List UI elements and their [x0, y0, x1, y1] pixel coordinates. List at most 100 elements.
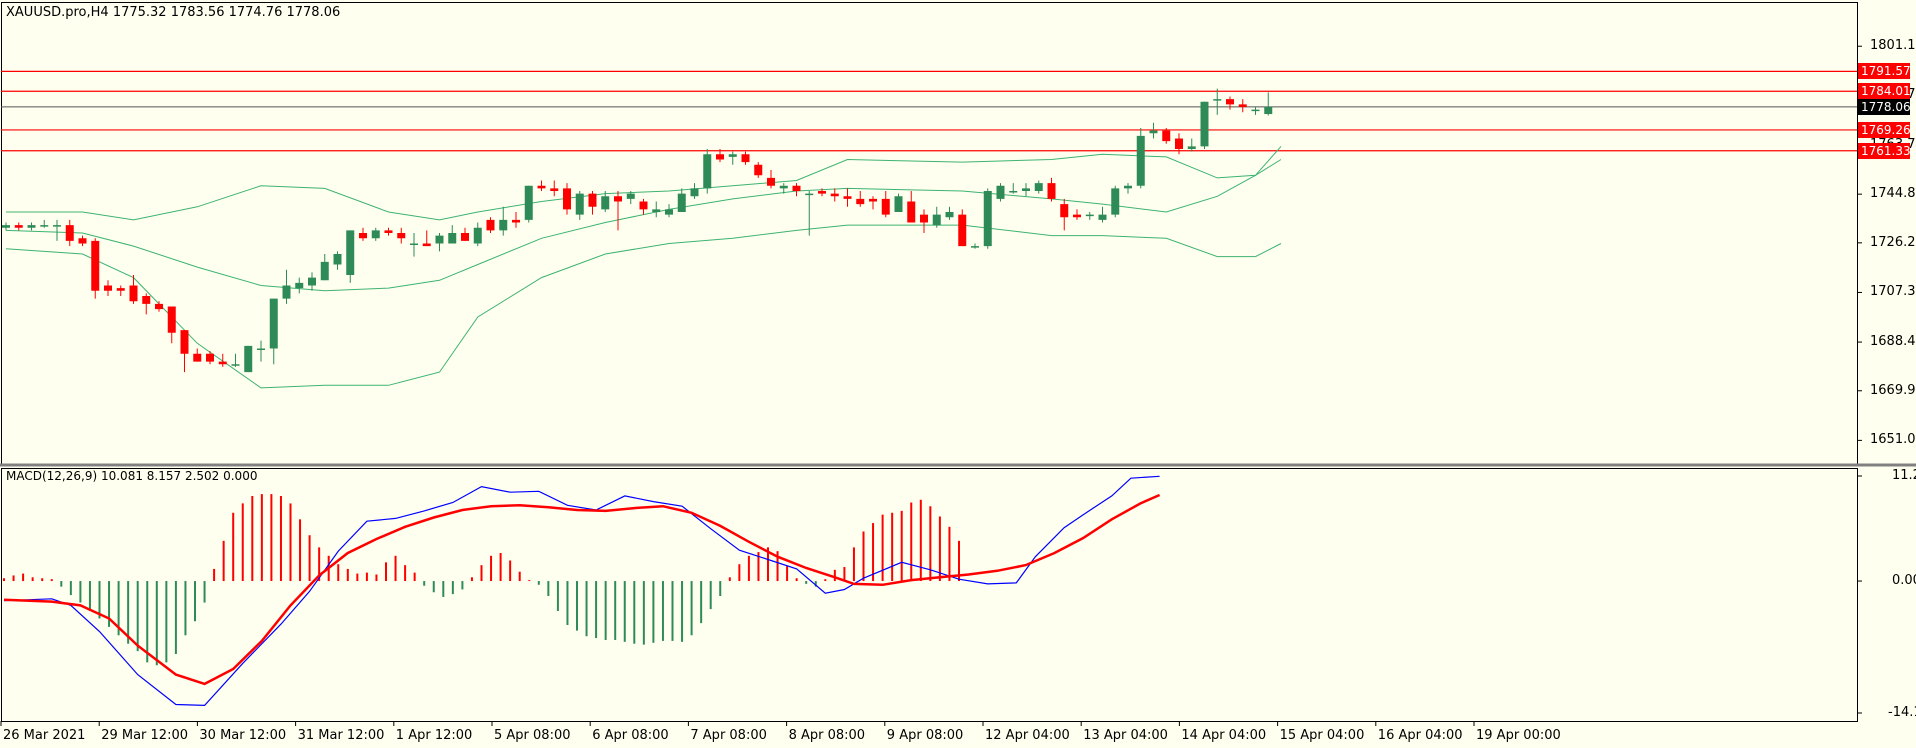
level-price-tag: 1769.26: [1858, 121, 1911, 138]
candle-bull: [1085, 214, 1094, 217]
macd-label: MACD(12,26,9): [6, 469, 98, 483]
candle-bull: [894, 196, 903, 212]
candle-bull: [448, 233, 457, 244]
candle-bull: [435, 235, 444, 244]
macd-line: [3, 475, 1160, 707]
candle-bear: [741, 154, 750, 163]
candle-bear: [588, 193, 597, 207]
candle-bull: [983, 191, 992, 247]
candle-bear: [881, 198, 890, 215]
macd-pane-frame: [1, 468, 1858, 722]
candle-bear: [818, 191, 826, 194]
x-tick-label: 1 Apr 12:00: [395, 728, 473, 743]
candle-bull: [1213, 99, 1222, 101]
candle-bear: [180, 330, 189, 354]
candle-bull: [932, 214, 941, 226]
candle-bull: [626, 193, 635, 199]
candle-bull: [53, 225, 61, 227]
level-price-tag: 1784.01: [1858, 83, 1911, 100]
candle-bear: [958, 214, 967, 247]
candle-bull: [244, 345, 253, 373]
candle-bear: [155, 303, 163, 310]
candle-bull: [1136, 135, 1145, 186]
candle-bear: [1073, 214, 1081, 218]
candle-bull: [971, 246, 979, 248]
price-y-tick-label: 1651.00: [1870, 432, 1916, 448]
bollinger-upper-band: [6, 146, 1282, 221]
candle-bull: [295, 282, 304, 289]
x-tick-label: 14 Apr 04:00: [1181, 728, 1267, 743]
candle-bear: [537, 185, 546, 189]
macd-y-tick-label: 11.233: [1892, 468, 1916, 483]
price-header: XAUUSD.pro,H4 1775.32 1783.56 1774.76 17…: [6, 5, 340, 20]
candle-bear: [167, 306, 176, 333]
candle-bull: [703, 154, 712, 189]
candle-bear: [856, 198, 865, 205]
candle-bull: [2, 225, 10, 228]
candle-bear: [550, 188, 559, 191]
macd-header: MACD(12,26,9) 10.081 8.157 2.502 0.000: [6, 469, 257, 483]
price-y-tick-label: 1707.35: [1870, 284, 1916, 300]
candle-bull: [1187, 146, 1196, 149]
candle-bull: [1264, 106, 1273, 115]
candle-bear: [206, 353, 214, 362]
candle-bull: [652, 209, 661, 212]
candle-bear: [754, 164, 763, 176]
x-tick-label: 5 Apr 08:00: [494, 728, 571, 743]
x-tick-label: 29 Mar 12:00: [101, 728, 188, 743]
x-tick-label: 15 Apr 04:00: [1279, 728, 1365, 743]
candle-bear: [830, 193, 839, 197]
candle-bull: [257, 348, 265, 350]
candle-bear: [792, 185, 801, 191]
candle-bear: [486, 219, 495, 231]
candle-bull: [1034, 183, 1043, 191]
candle-bull: [1124, 185, 1132, 189]
candle-bull: [1009, 191, 1018, 193]
candle-bear: [104, 285, 112, 291]
x-tick-label: 8 Apr 08:00: [788, 728, 866, 743]
level-price-tag: 1761.33: [1858, 142, 1911, 159]
candle-bull: [40, 225, 49, 227]
x-tick-label: 16 Apr 04:00: [1377, 728, 1463, 743]
candle-bear: [716, 154, 724, 160]
price-y-tick-label: 1801.15: [1870, 38, 1916, 54]
candle-bear: [193, 353, 202, 362]
candle-bear: [116, 288, 125, 291]
candle-bull: [27, 225, 36, 228]
candle-bear: [1226, 99, 1234, 105]
macd-values: 10.081 8.157 2.502 0.000: [100, 469, 258, 483]
price-y-tick-label: 1669.90: [1870, 382, 1916, 398]
candle-bear: [129, 285, 138, 302]
macd-y-tick-label: -14.11: [1888, 705, 1916, 720]
x-tick-label: 13 Apr 04:00: [1083, 728, 1168, 743]
candle-bear: [1175, 138, 1183, 149]
candle-bear: [91, 240, 100, 291]
candle-bull: [320, 261, 329, 281]
x-tick-label: 19 Apr 00:00: [1476, 728, 1561, 743]
candle-bear: [907, 201, 916, 223]
candle-bear: [461, 233, 469, 241]
candle-bull: [346, 230, 355, 275]
candle-bear: [218, 361, 227, 365]
candle-bull: [333, 254, 342, 265]
candle-bull: [1111, 188, 1120, 215]
candle-bull: [499, 219, 508, 231]
x-tick-label: 30 Mar 12:00: [199, 728, 287, 743]
candle-bear: [1047, 183, 1056, 199]
candle-bear: [1238, 104, 1247, 107]
current-price-tag: 1778.06: [1858, 98, 1911, 115]
candle-bear: [512, 219, 520, 223]
candle-bull: [665, 209, 673, 215]
candle-bull: [1200, 101, 1209, 147]
candle-bear: [422, 243, 431, 247]
candle-bear: [384, 230, 393, 233]
candle-bull: [308, 277, 316, 286]
candle-bull: [677, 193, 686, 212]
x-tick-label: 9 Apr 08:00: [886, 728, 964, 743]
candle-bear: [1060, 204, 1069, 218]
candle-bull: [945, 212, 954, 218]
candle-bull: [524, 185, 533, 220]
candle-bear: [639, 201, 648, 210]
price-y-tick-label: 1688.45: [1870, 334, 1916, 350]
ohlc-values: 1775.32 1783.56 1774.76 1778.06: [112, 5, 341, 20]
